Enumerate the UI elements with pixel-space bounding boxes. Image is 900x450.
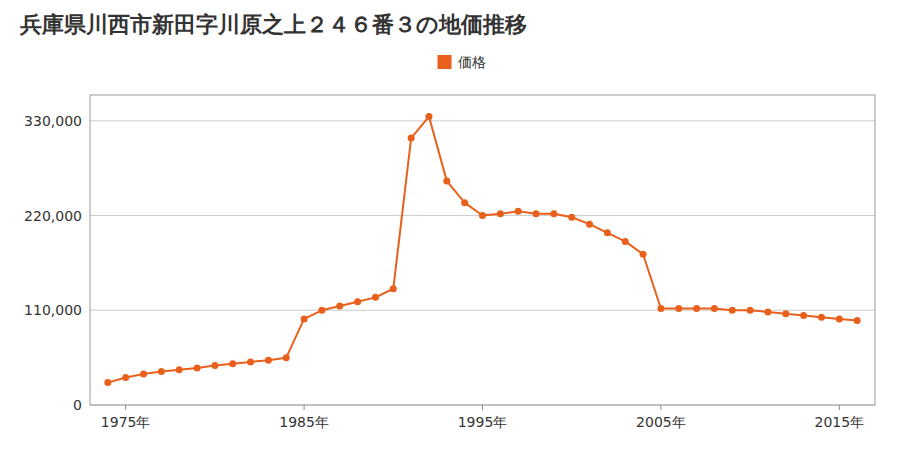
marker <box>836 315 843 322</box>
marker <box>515 208 522 215</box>
y-tick-label: 330,000 <box>24 113 82 129</box>
marker <box>408 135 415 142</box>
x-tick <box>304 405 305 410</box>
marker <box>265 357 272 364</box>
y-tick-label: 0 <box>73 397 82 413</box>
marker <box>443 178 450 185</box>
legend-swatch <box>438 55 452 69</box>
x-tick-label: 1975年 <box>101 414 151 430</box>
x-tick-label: 2005年 <box>636 414 686 430</box>
marker <box>497 210 504 217</box>
line <box>108 117 857 383</box>
marker <box>283 354 290 361</box>
marker <box>390 285 397 292</box>
x-tick <box>839 405 840 410</box>
marker <box>229 360 236 367</box>
marker <box>247 358 254 365</box>
marker <box>604 229 611 236</box>
chart: 兵庫県川西市新田字川原之上２４６番３の地価推移 0 110,000 220,000 33… <box>0 0 900 450</box>
x-tick-label: 1995年 <box>458 414 508 430</box>
marker <box>533 210 540 217</box>
x-tick-label: 1985年 <box>279 414 329 430</box>
marker <box>818 314 825 321</box>
x-tick <box>660 405 661 410</box>
marker <box>550 210 557 217</box>
marker <box>764 309 771 316</box>
x-tick-label: 2015年 <box>814 414 864 430</box>
marker <box>782 310 789 317</box>
marker <box>586 221 593 228</box>
marker <box>568 214 575 221</box>
plot-area <box>104 113 860 386</box>
marker <box>140 371 147 378</box>
marker <box>354 298 361 305</box>
marker <box>122 374 129 381</box>
marker <box>747 307 754 314</box>
marker <box>318 307 325 314</box>
x-tick <box>125 405 126 410</box>
legend: 価格 <box>438 54 486 70</box>
marker <box>800 312 807 319</box>
marker <box>675 305 682 312</box>
marker <box>854 317 861 324</box>
marker <box>211 362 218 369</box>
marker <box>301 315 308 322</box>
marker <box>336 302 343 309</box>
marker <box>729 307 736 314</box>
grid-line <box>90 120 875 121</box>
marker <box>104 379 111 386</box>
marker <box>194 364 201 371</box>
marker <box>711 305 718 312</box>
marker <box>640 251 647 258</box>
y-tick-label: 110,000 <box>24 302 82 318</box>
marker <box>461 199 468 206</box>
marker <box>657 305 664 312</box>
marker <box>158 368 165 375</box>
legend-label: 価格 <box>458 54 486 70</box>
marker <box>693 305 700 312</box>
marker <box>425 113 432 120</box>
y-tick-label: 220,000 <box>24 208 82 224</box>
plot-frame <box>90 95 875 405</box>
marker <box>622 238 629 245</box>
x-tick <box>482 405 483 410</box>
marker <box>479 212 486 219</box>
marker <box>372 294 379 301</box>
marker <box>176 366 183 373</box>
grid <box>90 121 875 405</box>
title: 兵庫県川西市新田字川原之上２４６番３の地価推移 <box>19 12 527 37</box>
